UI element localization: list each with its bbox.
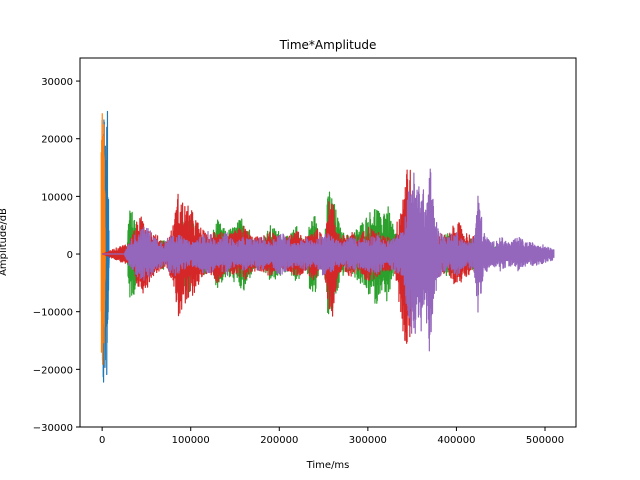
x-axis: 0 100000 200000 300000 400000 500000: [99, 427, 564, 446]
y-axis: −30000 −20000 −10000 0 10000 20000 30000: [33, 77, 80, 434]
x-tick-label: 0: [99, 435, 105, 446]
y-tick-label: 30000: [41, 77, 73, 88]
y-tick-label: −30000: [33, 423, 73, 434]
y-tick-label: 0: [67, 250, 73, 261]
x-tick-label: 400000: [437, 435, 475, 446]
x-axis-label: Time/ms: [306, 460, 350, 471]
series-layer: [100, 110, 555, 383]
y-tick-label: 20000: [41, 135, 73, 146]
y-tick-label: 10000: [41, 192, 73, 203]
y-tick-label: −10000: [33, 308, 73, 319]
x-tick-label: 200000: [260, 435, 298, 446]
chart-title: Time*Amplitude: [279, 38, 377, 52]
y-axis-label: Amplitude/dB: [0, 208, 9, 276]
x-tick-label: 500000: [526, 435, 564, 446]
y-tick-label: −20000: [33, 365, 73, 376]
axes-frame: [79, 57, 577, 428]
plot-area: [79, 57, 577, 428]
x-tick-label: 100000: [172, 435, 210, 446]
x-tick-label: 300000: [349, 435, 387, 446]
series-5-line: [102, 168, 555, 352]
series-2-line: [100, 113, 106, 365]
